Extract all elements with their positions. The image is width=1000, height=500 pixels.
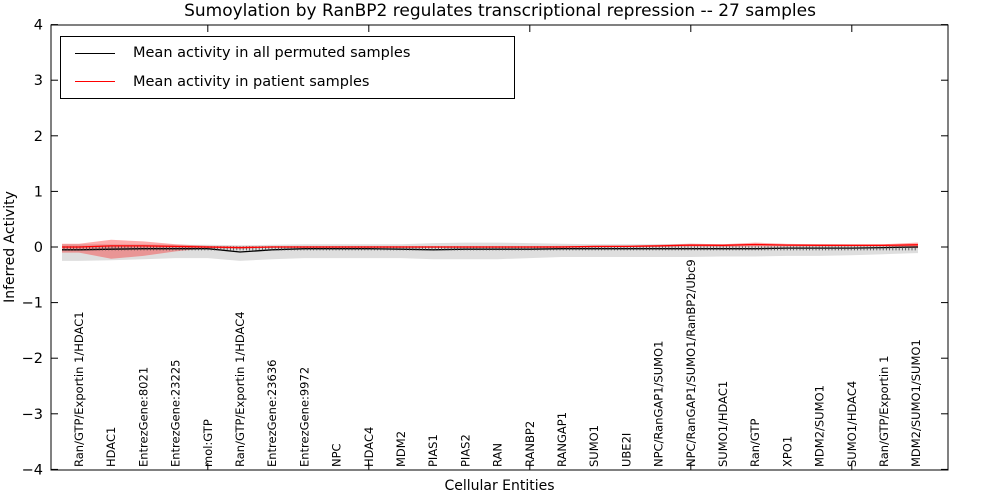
x-category-label: EntrezGene:9972 xyxy=(297,367,311,467)
x-category-label: RAN xyxy=(491,443,505,467)
x-category-label: MDM2/SUMO1/SUMO1 xyxy=(909,339,923,467)
legend: Mean activity in all permuted samples Me… xyxy=(60,36,515,99)
legend-item-patient: Mean activity in patient samples xyxy=(75,69,514,95)
x-category-label: UBE2I xyxy=(619,433,633,467)
x-category-label: Ran/GTP/Exportin 1 xyxy=(877,356,891,467)
chart-title: Sumoylation by RanBP2 regulates transcri… xyxy=(184,1,816,21)
y-tick-label: 3 xyxy=(34,73,43,89)
y-tick-label: −3 xyxy=(22,407,43,423)
x-category-label: PIAS2 xyxy=(458,434,472,467)
band-patient xyxy=(62,239,918,259)
y-tick-label: 4 xyxy=(34,18,43,34)
x-category-label: NPC/RanGAP1/SUMO1/RanBP2/Ubc9 xyxy=(684,259,698,467)
y-tick-label: 0 xyxy=(34,240,43,256)
red-line-swatch-icon xyxy=(75,81,115,83)
permuted-mean-line xyxy=(62,246,918,253)
x-axis-title: Cellular Entities xyxy=(444,478,555,494)
black-line-swatch-icon xyxy=(75,52,115,54)
x-category-label: EntrezGene:23225 xyxy=(169,360,183,467)
x-category-label: NPC/RanGAP1/SUMO1 xyxy=(652,341,666,467)
x-category-label: HDAC4 xyxy=(362,427,376,467)
x-category-label: NPC xyxy=(330,443,344,467)
x-category-label: EntrezGene:23636 xyxy=(265,360,279,467)
legend-label-patient: Mean activity in patient samples xyxy=(133,73,370,90)
legend-label-permuted: Mean activity in all permuted samples xyxy=(133,45,411,62)
x-category-label: HDAC1 xyxy=(104,427,118,467)
sample-tick-markers xyxy=(63,246,916,251)
x-category-label: Ran/GTP xyxy=(748,419,762,467)
x-category-label: SUMO1/HDAC1 xyxy=(716,381,730,467)
x-category-label: RANGAP1 xyxy=(555,412,569,467)
y-tick-label: 1 xyxy=(34,184,43,200)
x-category-label: XPO1 xyxy=(780,436,794,467)
y-tick-label: −1 xyxy=(22,296,43,312)
y-tick-label: −4 xyxy=(22,462,43,478)
x-category-label: mol:GTP xyxy=(201,419,215,467)
legend-item-permuted: Mean activity in all permuted samples xyxy=(75,40,514,66)
x-category-label: RANBP2 xyxy=(523,421,537,467)
y-axis-title: Inferred Activity xyxy=(2,191,18,303)
x-category-label: MDM2/SUMO1 xyxy=(813,385,827,467)
y-tick-label: −2 xyxy=(22,351,43,367)
y-tick-label: 2 xyxy=(34,129,43,145)
x-category-label: EntrezGene:8021 xyxy=(136,367,150,467)
x-category-label: Ran/GTP/Exportin 1/HDAC1 xyxy=(72,311,86,467)
patient-mean-line xyxy=(62,243,918,249)
x-category-label: SUMO1/HDAC4 xyxy=(845,381,859,467)
x-category-label: Ran/GTP/Exportin 1/HDAC4 xyxy=(233,311,247,467)
x-category-label: MDM2 xyxy=(394,431,408,467)
x-category-label: PIAS1 xyxy=(426,434,440,467)
x-category-label: SUMO1 xyxy=(587,425,601,467)
